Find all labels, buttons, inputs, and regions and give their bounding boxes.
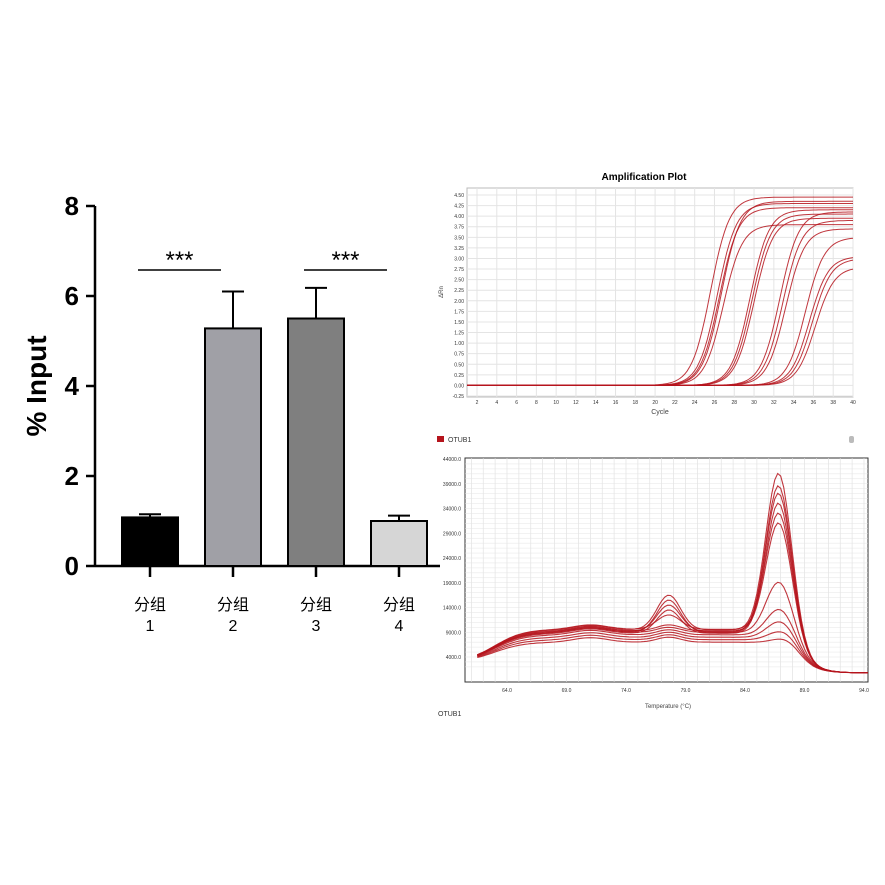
- x-tick-label: 64.0: [502, 688, 512, 694]
- y-tick-label: 44000.0: [443, 457, 461, 463]
- x-tick-label: 分组: [134, 596, 166, 614]
- x-tick-label: 38: [830, 400, 836, 406]
- y-tick-label: 3.25: [454, 246, 464, 252]
- x-tick-label: 20: [652, 400, 658, 406]
- significance-label: ***: [165, 247, 193, 274]
- x-tick-label: 34: [791, 400, 797, 406]
- x-axis-label: Temperature (°C): [645, 704, 691, 710]
- x-tick-label: 16: [613, 400, 619, 406]
- x-tick-label: 12: [573, 400, 579, 406]
- y-tick-label: 19000.0: [443, 581, 461, 587]
- y-tick-label: 2.25: [454, 288, 464, 294]
- x-tick-label: 26: [712, 400, 718, 406]
- y-tick-label: 4000.0: [446, 655, 462, 661]
- x-tick-label: 18: [633, 400, 639, 406]
- y-tick-label: 14000.0: [443, 606, 461, 612]
- y-tick-label: 3.50: [454, 235, 464, 241]
- y-tick-label: 2.50: [454, 278, 464, 284]
- x-tick-label: 28: [731, 400, 737, 406]
- x-tick-label: 40: [850, 400, 856, 406]
- x-tick-label: 36: [811, 400, 817, 406]
- x-tick-label: 32: [771, 400, 777, 406]
- x-tick-label: 14: [593, 400, 599, 406]
- y-tick-label: 4.00: [454, 214, 464, 220]
- melt-curve: [477, 631, 868, 674]
- x-tick-label-number: 4: [395, 618, 404, 635]
- x-tick-label: 69.0: [562, 688, 572, 694]
- x-tick-label: 22: [672, 400, 678, 406]
- significance-label: ***: [331, 247, 359, 274]
- bar-4: [370, 520, 428, 567]
- bar-3: [287, 317, 345, 567]
- y-tick-label: 2.00: [454, 299, 464, 305]
- x-tick-label: 24: [692, 400, 698, 406]
- x-tick-label: 4: [495, 400, 498, 406]
- y-tick-label: 4.25: [454, 204, 464, 210]
- x-tick-label: 10: [553, 400, 559, 406]
- y-tick-label: 1.75: [454, 309, 464, 315]
- y-tick-label: 0.00: [454, 383, 464, 389]
- y-axis-label: ΔRn: [439, 286, 445, 298]
- melt-curve: [477, 608, 868, 674]
- y-tick-label: 29000.0: [443, 531, 461, 537]
- x-tick-label: 79.0: [681, 688, 691, 694]
- bar-2: [204, 327, 262, 567]
- amplification-curve: [467, 268, 854, 386]
- x-tick-label: 分组: [217, 596, 249, 614]
- y-tick-label: 4.50: [454, 193, 464, 199]
- x-tick-label: 94.0: [859, 688, 869, 694]
- melt-curve: [477, 581, 868, 674]
- bar-1: [121, 516, 179, 568]
- x-tick-label: 84.0: [740, 688, 750, 694]
- x-axis-label: Cycle: [651, 409, 669, 416]
- y-tick-label: 0.50: [454, 362, 464, 368]
- plot-area: [464, 457, 869, 683]
- y-tick-label: 39000.0: [443, 482, 461, 488]
- x-tick-label: 6: [515, 400, 518, 406]
- plot-area: [466, 187, 854, 398]
- melt-curve-plot: OTUB1 64.0 69.0 74.0 79.0 84.0 89.0 94.0 4000.0 9…: [437, 436, 869, 718]
- y-tick-label: 4: [65, 371, 80, 401]
- y-tick-label: 24000.0: [443, 556, 461, 562]
- y-tick-label: 1.25: [454, 331, 464, 337]
- y-tick-label: 0.75: [454, 352, 464, 358]
- x-tick-label: 8: [535, 400, 538, 406]
- x-tick-label: 2: [476, 400, 479, 406]
- y-tick-label: 6: [65, 281, 79, 311]
- x-tick-label: 89.0: [800, 688, 810, 694]
- legend-swatch: [437, 436, 444, 442]
- x-tick-label: 30: [751, 400, 757, 406]
- melt-curve: [477, 636, 868, 674]
- y-tick-label: 9000.0: [446, 630, 462, 636]
- y-tick-label: 2: [65, 461, 79, 491]
- footer-label: OTUB1: [438, 711, 461, 718]
- y-axis-label: % Input: [21, 335, 52, 436]
- y-tick-label: 1.00: [454, 341, 464, 347]
- y-tick-label: 8: [65, 191, 79, 221]
- y-tick-label: 34000.0: [443, 507, 461, 513]
- y-tick-label: -0.25: [453, 394, 465, 400]
- x-tick-label-number: 3: [312, 618, 321, 635]
- bar-chart: 0 2 4 6 8 % Input 分组 1 分组 2 分组 3 分组 4 *** ***: [21, 191, 440, 635]
- y-tick-label: 2.75: [454, 267, 464, 273]
- y-tick-label: 3.75: [454, 225, 464, 231]
- melt-curve: [477, 522, 868, 674]
- y-tick-label: 3.00: [454, 256, 464, 262]
- plot-title: Amplification Plot: [602, 172, 688, 183]
- x-tick-label: 74.0: [621, 688, 631, 694]
- x-tick-label: 分组: [300, 596, 332, 614]
- x-tick-label-number: 2: [229, 618, 238, 635]
- x-tick-label: 分组: [383, 596, 415, 614]
- y-tick-label: 0: [65, 551, 79, 581]
- legend-label: OTUB1: [448, 437, 471, 444]
- settings-icon: [849, 436, 854, 443]
- y-tick-label: 1.50: [454, 320, 464, 326]
- melt-curve: [477, 621, 868, 674]
- x-tick-label-number: 1: [146, 618, 155, 635]
- y-tick-label: 0.25: [454, 373, 464, 379]
